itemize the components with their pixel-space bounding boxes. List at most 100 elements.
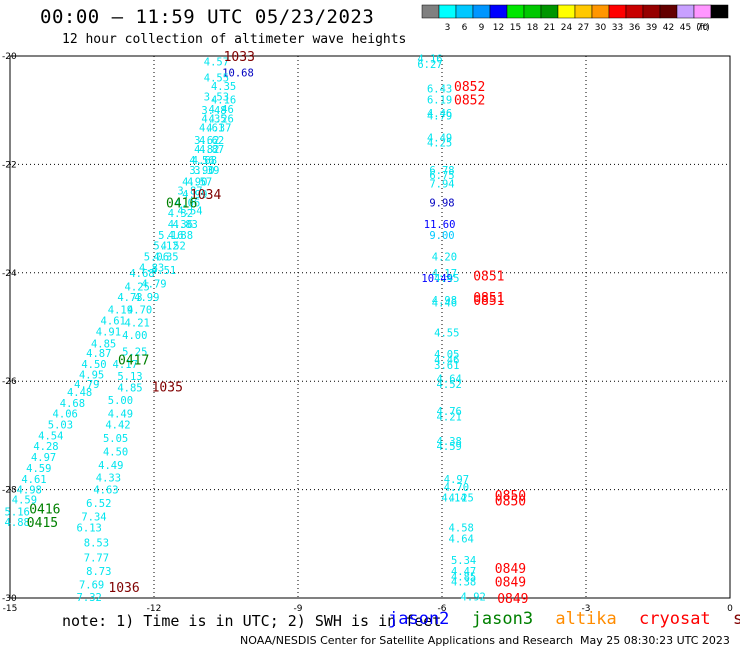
swh-point-label: 3.39 — [194, 165, 219, 177]
swh-point-label: 4.52 — [437, 379, 462, 391]
swh-point-label: 6.19 — [427, 94, 452, 106]
swh-point-label: 7.94 — [429, 178, 454, 190]
legend-cryosat: cryosat — [639, 609, 711, 629]
color-bin — [438, 4, 457, 19]
swh-point-label: 4.64 — [449, 533, 474, 545]
swh-point-label: 7.77 — [84, 552, 109, 564]
swh-point-label: 4.85 — [91, 338, 116, 350]
swh-point-label: 4.85 — [117, 383, 142, 395]
pass-time-label: 0849 — [495, 562, 526, 577]
swh-point-label: 5.13 — [117, 371, 142, 383]
swh-point-label: 4.61 — [21, 474, 46, 486]
swh-point-label: 4.99 — [134, 292, 159, 304]
swh-point-label: 5.16 — [158, 230, 183, 242]
swh-point-label: 4.97 — [444, 474, 469, 486]
swh-point-label: 4.47 — [451, 566, 476, 578]
chart-title: 00:00 – 11:59 UTC 05/23/2023 — [40, 6, 375, 28]
swh-point-label: 4.16 — [211, 94, 236, 106]
color-bin-label: 70 — [697, 23, 709, 33]
color-bin-label: 30 — [595, 23, 607, 33]
swh-point-label: 4.25 — [449, 493, 474, 505]
footer-credit: NOAA/NESDIS Center for Satellite Applica… — [240, 634, 574, 647]
y-tick-label: -28 — [2, 486, 17, 496]
color-bin — [506, 4, 525, 19]
swh-point-label: 4.68 — [129, 268, 154, 280]
swh-point-label: 4.49 — [108, 409, 133, 421]
swh-point-label: 4.06 — [53, 409, 78, 421]
swh-point-label: 3.53 — [204, 92, 229, 104]
pass-time-labels: 1033103404160417103504160415103608520852… — [27, 50, 529, 607]
satellite-legend: jason2 jason3 altika cryosat s3a — [388, 609, 740, 629]
swh-point-label: 4.37 — [206, 123, 231, 135]
swh-point-label: 4.56 — [189, 155, 214, 167]
color-scale: 3 6 9 12 15 18 21 24 27 30 33 36 39 42 45 70(ft) — [421, 4, 729, 33]
swh-point-label: 4.54 — [177, 205, 202, 217]
pass-time-label: 0849 — [497, 592, 528, 607]
pass-time-label: 1034 — [190, 188, 221, 203]
swh-point-label: 4.79 — [427, 111, 452, 123]
pass-time-label: 0416 — [166, 196, 197, 211]
swh-point-label: 4.55 — [434, 327, 459, 339]
swh-point-label: 4.62 — [199, 135, 224, 147]
swh-point-label: 4.99 — [182, 189, 207, 201]
swh-point-label: 4.98 — [432, 295, 457, 307]
swh-point-label: 4.05 — [434, 349, 459, 361]
pass-time-label: 1035 — [152, 381, 183, 396]
swh-point-label: 8.73 — [86, 566, 111, 578]
x-tick-label: -15 — [3, 604, 18, 614]
pass-time-label: 0850 — [495, 494, 526, 509]
y-axis-ticks: -20 -22 -24 -26 -28 -30 — [2, 52, 17, 604]
x-tick-label: 0 — [727, 604, 733, 614]
color-bin-label: 45 — [680, 23, 691, 33]
legend-s3a: s3a — [732, 609, 740, 629]
y-tick-label: -26 — [2, 377, 17, 387]
swh-point-label: 4.87 — [199, 144, 224, 156]
swh-point-label: 4.79 — [74, 379, 99, 391]
swh-point-label: 4.35 — [153, 252, 178, 264]
pass-time-label: 0850 — [495, 489, 526, 504]
swh-point-label: 4.50 — [103, 447, 128, 459]
color-bin — [523, 4, 542, 19]
swh-point-label: 4.32 — [168, 208, 193, 220]
color-bin — [489, 4, 508, 19]
swh-point-label: 4.35 — [201, 113, 226, 125]
color-bin-label: 39 — [646, 23, 658, 33]
swh-point-label: 4.59 — [26, 463, 51, 475]
units-note: note: 1) Time is in UTC; 2) SWH is in fe… — [62, 612, 442, 630]
swh-point-label: 5.03 — [48, 420, 73, 432]
swh-point-label: 4.36 — [168, 219, 193, 231]
swh-point-label: 10.49 — [421, 273, 453, 285]
color-bin-label: 27 — [578, 23, 589, 33]
swh-point-label: 4.83 — [139, 262, 164, 274]
color-bin-label: 9 — [479, 23, 485, 33]
swh-point-label: 4.38 — [451, 577, 476, 589]
color-bin — [608, 4, 627, 19]
swh-point-label: 11.60 — [424, 219, 456, 231]
pass-time-label: 0849 — [495, 576, 526, 591]
swh-point-label: 5.05 — [103, 433, 128, 445]
pass-time-label: 0851 — [473, 294, 504, 309]
swh-point-label: 4.19 — [108, 305, 133, 317]
color-bin — [540, 4, 559, 19]
swh-point-label: 3.90 — [189, 165, 214, 177]
swh-point-label: 4.88 — [168, 230, 193, 242]
y-tick-label: -20 — [2, 52, 17, 62]
legend-altika: altika — [555, 609, 617, 629]
swh-point-label: 4.46 — [427, 108, 452, 120]
color-bin — [472, 4, 491, 19]
swh-point-label: 4.51 — [151, 265, 176, 277]
swh-point-label: 4.14 — [441, 493, 466, 505]
swh-point-label: 3.62 — [194, 135, 219, 147]
swh-point-label: 5.12 — [153, 241, 178, 253]
x-tick-label: -9 — [294, 604, 303, 614]
swh-point-label: 4.73 — [117, 292, 142, 304]
swh-point-label: 4.61 — [199, 123, 224, 135]
swh-point-label: 4.45 — [434, 273, 459, 285]
swh-point-label: 4.48 — [67, 387, 92, 399]
color-bin — [591, 4, 610, 19]
pass-time-label: 0852 — [454, 93, 485, 108]
color-bin — [421, 4, 440, 19]
legend-jason3: jason3 — [471, 609, 534, 629]
swh-point-label: 4.33 — [96, 473, 121, 485]
